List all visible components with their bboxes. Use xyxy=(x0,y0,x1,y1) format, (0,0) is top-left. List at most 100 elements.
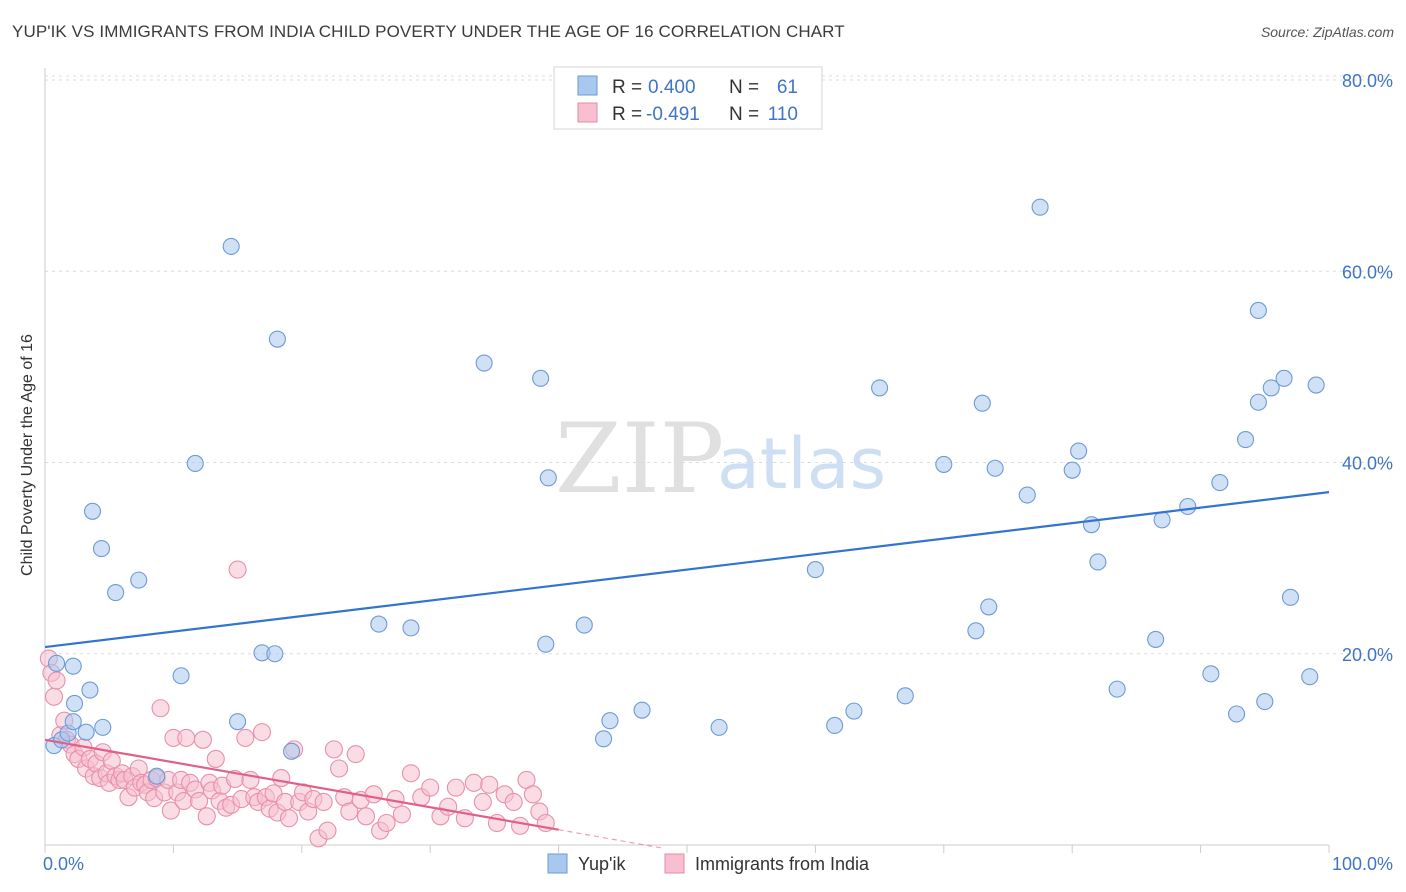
y-tick-label: 20.0% xyxy=(1342,645,1393,665)
data-point xyxy=(980,598,998,616)
data-point xyxy=(1275,369,1293,387)
data-point xyxy=(464,773,483,792)
stats-legend-box xyxy=(553,66,823,130)
data-point xyxy=(633,701,651,719)
data-point xyxy=(252,723,272,742)
data-point xyxy=(1153,511,1171,529)
data-point xyxy=(421,778,440,797)
axes xyxy=(44,68,1330,853)
stats-r-label-yupik: R = xyxy=(612,77,642,98)
data-point xyxy=(1202,665,1220,683)
data-point xyxy=(44,687,64,706)
trend-line-india xyxy=(44,738,559,831)
data-point xyxy=(77,723,95,741)
data-point xyxy=(1249,301,1267,320)
data-point xyxy=(222,237,240,255)
data-point xyxy=(83,502,102,520)
stats-legend: R = 0.400 N = 61 R = -0.491 N = 110 xyxy=(553,66,823,130)
data-point xyxy=(1070,442,1088,460)
y-tick-label: 60.0% xyxy=(1342,262,1393,282)
data-point xyxy=(266,645,284,663)
data-point xyxy=(575,616,593,634)
data-point xyxy=(1063,461,1081,479)
stats-swatch-india xyxy=(577,102,598,123)
data-point xyxy=(92,540,111,558)
data-point xyxy=(324,740,343,759)
data-point xyxy=(1281,588,1300,606)
data-point xyxy=(1236,430,1255,449)
data-point xyxy=(967,622,985,640)
stats-n-label-yupik: N = xyxy=(729,77,759,98)
data-point xyxy=(107,583,125,602)
data-point xyxy=(446,778,465,797)
stats-n-value-yupik: 61 xyxy=(777,77,798,98)
data-point xyxy=(329,759,349,778)
y-tick-label: 40.0% xyxy=(1342,454,1393,474)
legend-swatch-india xyxy=(664,853,685,874)
legend-swatch-yupik xyxy=(547,853,568,874)
data-point xyxy=(172,667,190,685)
data-point xyxy=(377,813,396,833)
watermark: ZIP atlas xyxy=(555,403,886,515)
data-point xyxy=(504,792,523,812)
series-immigrants-from-india xyxy=(39,560,555,848)
tick-labels: 20.0% 40.0% 60.0% 80.0% 0.0% 100.0% xyxy=(43,71,1393,874)
data-point xyxy=(973,394,991,412)
data-point xyxy=(1211,474,1229,492)
data-point xyxy=(392,805,412,824)
data-point xyxy=(346,745,365,764)
stats-n-label-india: N = xyxy=(729,104,759,125)
data-point xyxy=(64,713,82,731)
data-point xyxy=(1301,668,1319,686)
data-point xyxy=(710,718,728,736)
data-point xyxy=(511,816,530,835)
data-point xyxy=(806,561,824,579)
data-point xyxy=(65,694,84,713)
data-point xyxy=(370,615,388,633)
data-point xyxy=(272,769,291,788)
legend-label-india: Immigrants from India xyxy=(695,854,870,874)
data-point xyxy=(1262,379,1280,397)
watermark-zip: ZIP xyxy=(555,403,724,515)
data-point xyxy=(364,785,383,804)
data-point xyxy=(186,454,204,473)
data-point xyxy=(1179,497,1197,516)
data-point xyxy=(401,764,420,783)
stats-n-value-india: 110 xyxy=(768,104,798,125)
data-point xyxy=(268,330,286,348)
stats-swatch-yupik xyxy=(577,75,598,96)
stats-r-value-india: -0.491 xyxy=(646,104,700,125)
data-point xyxy=(826,716,844,735)
data-point xyxy=(475,354,493,372)
data-point xyxy=(537,635,555,653)
data-point xyxy=(473,792,492,812)
data-point xyxy=(935,455,953,473)
data-point xyxy=(1147,630,1165,648)
data-point xyxy=(206,749,225,768)
data-point xyxy=(480,775,499,794)
data-point xyxy=(845,702,863,720)
data-point xyxy=(94,718,112,736)
data-point xyxy=(229,713,247,731)
stats-r-value-yupik: 0.400 xyxy=(648,77,696,98)
stats-r-label-india: R = xyxy=(612,104,642,125)
data-point xyxy=(1307,376,1325,394)
x-tick-label-max: 100.0% xyxy=(1332,854,1393,874)
data-point xyxy=(177,728,196,747)
data-point xyxy=(81,681,99,699)
data-point xyxy=(314,792,333,812)
legend-label-yupik: Yup'ik xyxy=(578,854,626,874)
chart-title: YUP'IK VS IMMIGRANTS FROM INDIA CHILD PO… xyxy=(12,22,845,41)
trend-lines xyxy=(44,491,1330,849)
data-point xyxy=(523,785,542,804)
y-tick-label: 80.0% xyxy=(1342,71,1393,91)
data-point xyxy=(279,809,299,828)
data-point xyxy=(896,687,914,705)
data-point xyxy=(151,699,170,718)
data-point xyxy=(1031,198,1049,216)
data-point xyxy=(282,742,301,760)
data-point xyxy=(1018,486,1036,504)
watermark-atlas: atlas xyxy=(717,423,886,505)
data-point xyxy=(130,571,148,589)
